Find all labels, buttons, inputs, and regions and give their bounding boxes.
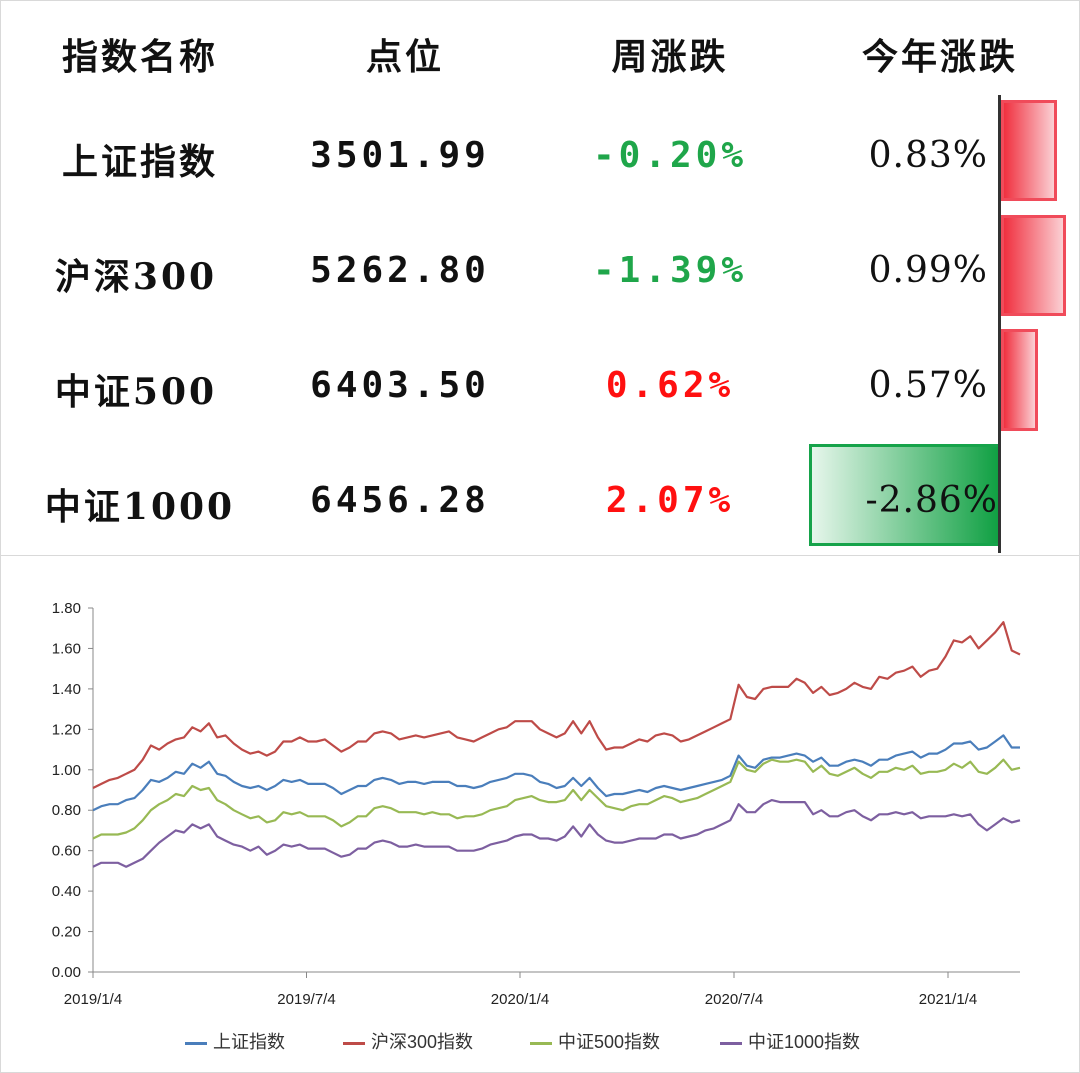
legend-label: 上证指数 [213,1032,285,1052]
ytd-bar-csi500 [1001,329,1038,431]
y-tick-label: 0.80 [52,802,81,819]
legend-item: 上证指数 [185,1028,285,1054]
header-level: 点位 [365,36,444,78]
y-tick-label: 1.20 [52,721,81,738]
row-level: 5262.80 [310,250,490,291]
series-line-0 [92,734,1020,812]
row-name: 沪深300 [54,256,218,298]
header-ytd-change: 今年涨跌 [861,36,1018,78]
series-line-1 [92,621,1021,789]
legend-item: 中证500指数 [530,1028,660,1054]
row-level: 6456.28 [310,480,490,521]
legend-swatch [720,1041,742,1045]
y-tick-label: 0.60 [52,843,81,860]
ytd-zero-axis [998,95,1001,553]
legend-label: 中证500指数 [558,1032,661,1052]
y-tick-label: 0.40 [52,883,81,900]
legend-swatch [185,1041,207,1045]
row-week-change: -0.20% [592,135,748,176]
y-tick-label: 0.20 [52,924,81,941]
row-week-change: 2.07% [605,480,735,521]
x-tick-label: 2020/7/4 [705,991,763,1008]
x-tick-label: 2020/1/4 [491,991,549,1008]
header-weekly-change: 周涨跌 [611,36,729,78]
legend-swatch [343,1041,365,1045]
chart-legend: 上证指数 沪深300指数 中证500指数 中证1000指数 [0,1028,1080,1052]
y-tick-label: 1.60 [52,640,81,657]
row-name: 中证500 [54,371,218,413]
row-level: 6403.50 [310,365,490,406]
legend-item: 沪深300指数 [343,1028,473,1054]
section-divider [0,555,1080,556]
index-line-chart: 0.00 0.20 0.40 0.60 0.80 1.00 1.20 1.40 1.60 1.80… [52,600,1021,1008]
legend-label: 中证1000指数 [748,1032,861,1052]
row-ytd-change: 0.83% [868,135,988,176]
series-line-2 [92,758,1021,840]
row-week-change: -1.39% [592,250,748,291]
y-tick-label: 1.00 [52,762,81,779]
row-ytd-change: 0.99% [868,250,988,291]
row-name: 上证指数 [61,141,218,183]
y-tick-label: 1.40 [52,681,81,698]
row-week-change: 0.62% [605,365,735,406]
row-level: 3501.99 [310,135,490,176]
row-ytd-change: 0.57% [868,365,988,406]
legend-label: 沪深300指数 [371,1032,474,1052]
legend-swatch [530,1041,552,1045]
y-tick-label: 0.00 [52,964,81,981]
ytd-bar-shanghai [1001,100,1057,201]
legend-item: 中证1000指数 [720,1028,860,1054]
x-tick-label: 2021/1/4 [919,991,977,1008]
row-ytd-change: -2.86% [865,480,998,521]
y-tick-label: 1.80 [52,600,81,617]
x-tick-label: 2019/1/4 [64,991,122,1008]
x-tick-label: 2019/7/4 [277,991,335,1008]
row-name: 中证1000 [44,486,236,528]
series-line-3 [92,799,1021,868]
header-index-name: 指数名称 [61,36,218,78]
ytd-bar-csi300 [1001,215,1066,316]
